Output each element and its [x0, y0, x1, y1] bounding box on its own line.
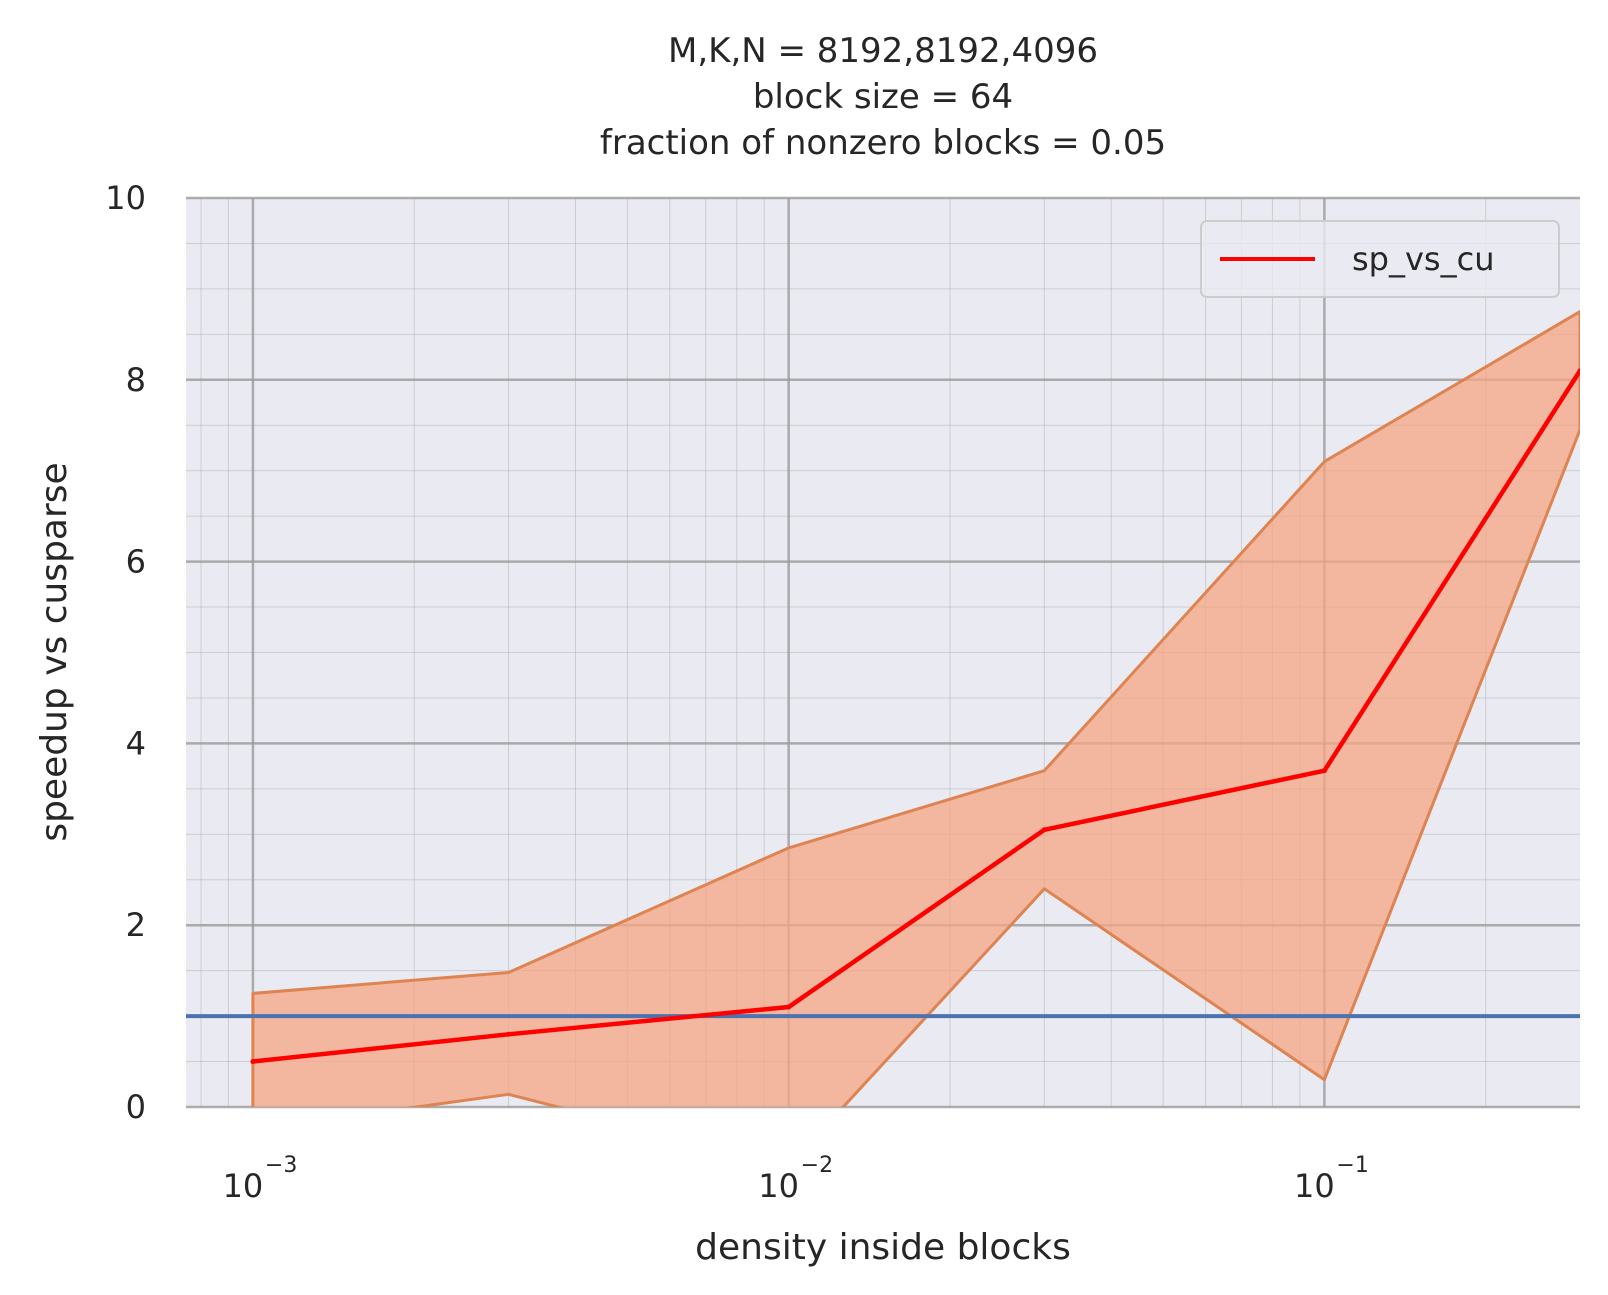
- confidence-band: [251, 310, 1580, 1107]
- x-tick-base: 10: [223, 1167, 264, 1205]
- title-line: fraction of nonzero blocks = 0.05: [600, 123, 1166, 163]
- data-point: [786, 1004, 792, 1010]
- legend-box: [1200, 220, 1560, 298]
- y-tick-label: 10: [105, 179, 146, 217]
- y-axis-ticks: 0 2 4 6 8 10: [105, 179, 146, 1126]
- y-tick-label: 6: [126, 543, 146, 581]
- x-tick: 10−2: [758, 1153, 833, 1205]
- series-line: [250, 368, 1580, 1064]
- x-tick-base: 10: [1294, 1167, 1335, 1205]
- y-tick-label: 8: [126, 361, 146, 399]
- data-point: [1321, 768, 1327, 774]
- y-tick-label: 0: [126, 1088, 146, 1126]
- x-tick-exponent: −1: [1336, 1153, 1368, 1178]
- legend-entry: sp_vs_cu: [1352, 240, 1494, 278]
- legend: sp_vs_cu: [1200, 220, 1560, 298]
- x-tick-base: 10: [758, 1167, 799, 1205]
- plot-content: [186, 310, 1580, 1107]
- data-point: [1577, 368, 1580, 374]
- x-tick-exponent: −3: [265, 1153, 297, 1178]
- x-axis-label: density inside blocks: [695, 1227, 1071, 1268]
- data-point: [506, 1031, 512, 1037]
- x-tick: 10−1: [1294, 1153, 1369, 1205]
- x-tick-exponent: −2: [801, 1153, 833, 1178]
- chart-title: M,K,N = 8192,8192,4096 block size = 64 fra…: [600, 31, 1166, 163]
- data-point: [250, 1059, 256, 1065]
- y-axis-label: speedup vs cusparse: [34, 462, 75, 841]
- x-axis-ticks: 10−310−210−1: [223, 1153, 1369, 1205]
- y-tick-label: 4: [126, 724, 146, 762]
- title-line: block size = 64: [753, 77, 1013, 117]
- y-tick-label: 2: [126, 906, 146, 944]
- data-point: [1041, 827, 1047, 833]
- title-line: M,K,N = 8192,8192,4096: [668, 31, 1098, 71]
- x-tick: 10−3: [223, 1153, 298, 1205]
